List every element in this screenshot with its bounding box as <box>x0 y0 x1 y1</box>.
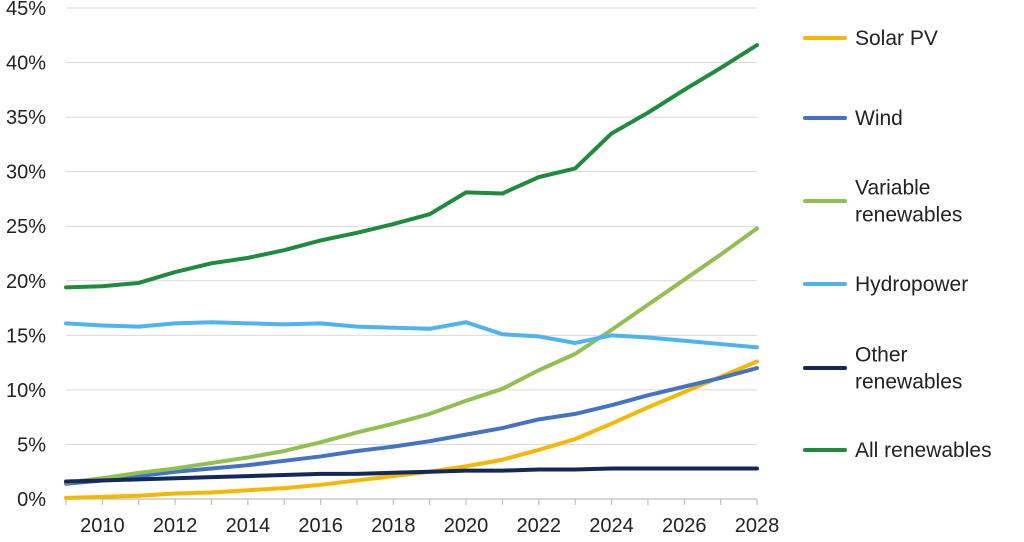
legend-label: renewables <box>855 371 962 394</box>
y-tick-label: 40% <box>6 53 46 75</box>
axes: 0% 5% 10% 15% 20% 25% 30% 35% 40% 45% 2010 2012 2014… <box>6 0 779 537</box>
y-tick-label: 0% <box>17 489 46 511</box>
legend-label: Wind <box>855 107 903 130</box>
legend-label: Hydropower <box>855 273 968 296</box>
legend-label: Variable <box>855 177 931 200</box>
x-tick-label: 2010 <box>80 515 125 537</box>
y-tick-label: 15% <box>6 325 46 347</box>
gridlines <box>66 7 757 445</box>
x-tick-label: 2020 <box>444 515 489 537</box>
legend-item: Hydropower <box>803 273 968 296</box>
y-tick-label: 30% <box>6 162 46 184</box>
y-tick-label: 25% <box>6 216 46 238</box>
legend-item: All renewables <box>803 439 992 462</box>
y-tick-label: 20% <box>6 271 46 293</box>
legend-item: Solar PV <box>803 27 938 50</box>
legend-item: Variable renewables <box>803 177 962 227</box>
legend-label: Solar PV <box>855 27 938 50</box>
legend-label: Other <box>855 344 908 367</box>
y-tick-label: 10% <box>6 380 46 402</box>
x-tick-label: 2012 <box>153 515 198 537</box>
series-line-other-renewables <box>64 466 759 484</box>
x-tick-label: 2022 <box>517 515 562 537</box>
series-line-variable-renewables <box>64 226 759 485</box>
x-tick-label: 2026 <box>662 515 707 537</box>
series-line-all-renewables <box>64 43 759 290</box>
y-tick-label: 45% <box>6 0 46 20</box>
legend-item: Other renewables <box>803 344 962 394</box>
x-tick-label: 2018 <box>371 515 416 537</box>
x-tick-label: 2024 <box>589 515 634 537</box>
legend: Solar PV Wind Variable renewables Hydropower… <box>803 27 992 462</box>
legend-label: renewables <box>855 204 962 227</box>
series-lines <box>64 43 759 500</box>
y-tick-label: 35% <box>6 107 46 129</box>
y-tick-label: 5% <box>17 434 46 456</box>
series-line-wind <box>64 366 759 486</box>
x-tick-label: 2016 <box>298 515 343 537</box>
series-line-hydropower <box>64 320 759 350</box>
x-tick-label: 2028 <box>735 515 780 537</box>
legend-label: All renewables <box>855 439 992 462</box>
x-tick-label: 2014 <box>226 515 271 537</box>
legend-item: Wind <box>803 107 903 130</box>
